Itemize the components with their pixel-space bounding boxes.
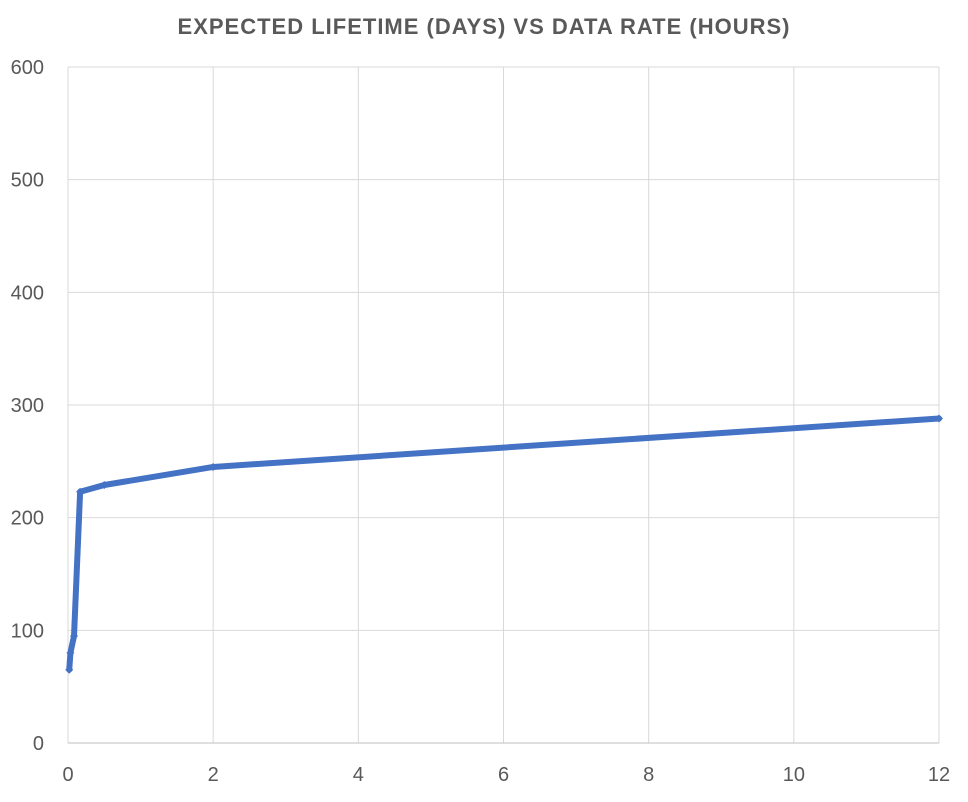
y-tick-labels: 0 100 200 300 400 500 600 bbox=[11, 57, 44, 755]
y-tick-label: 400 bbox=[11, 282, 44, 304]
series-line bbox=[66, 415, 942, 673]
y-tick-label: 0 bbox=[33, 733, 44, 755]
data-point bbox=[76, 487, 85, 496]
y-tick-label: 100 bbox=[11, 620, 44, 642]
x-tick-label: 10 bbox=[783, 764, 805, 786]
chart-title: EXPECTED LIFETIME (DAYS) VS DATA RATE (H… bbox=[177, 14, 791, 39]
x-tick-label: 8 bbox=[643, 764, 654, 786]
data-point bbox=[100, 480, 109, 489]
x-tick-label: 12 bbox=[928, 764, 950, 786]
series-layer bbox=[65, 414, 943, 674]
data-point bbox=[70, 631, 79, 640]
x-tick-label: 6 bbox=[498, 764, 509, 786]
data-point bbox=[935, 414, 943, 423]
data-point bbox=[209, 462, 218, 471]
y-tick-label: 200 bbox=[11, 508, 44, 530]
y-tick-label: 300 bbox=[11, 395, 44, 417]
grid-lines bbox=[67, 66, 940, 743]
y-tick-label: 600 bbox=[11, 57, 44, 79]
y-tick-label: 500 bbox=[11, 170, 44, 192]
x-tick-label: 0 bbox=[62, 764, 73, 786]
x-tick-labels: 0 2 4 6 8 10 12 bbox=[62, 764, 950, 786]
x-tick-label: 4 bbox=[353, 764, 364, 786]
data-point bbox=[65, 665, 74, 674]
data-point bbox=[66, 648, 75, 657]
x-tick-label: 2 bbox=[208, 764, 219, 786]
